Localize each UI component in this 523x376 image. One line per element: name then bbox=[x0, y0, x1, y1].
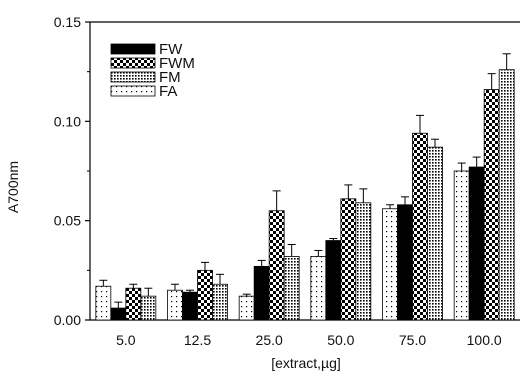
bar-fwm-100.0 bbox=[483, 89, 500, 321]
bar-fm-50.0 bbox=[355, 202, 372, 321]
bar-fw-75.0 bbox=[397, 204, 413, 321]
y-tick-label: 0.00 bbox=[54, 312, 81, 328]
x-tick-label: 100.0 bbox=[467, 332, 502, 348]
legend-label-fwm: FWM bbox=[159, 55, 195, 72]
y-tick-label: 0.05 bbox=[54, 213, 81, 229]
y-axis-title: A700nm bbox=[5, 161, 21, 213]
bar-fm-75.0 bbox=[427, 146, 443, 321]
x-tick-label: 25.0 bbox=[256, 332, 283, 348]
x-axis-title: [extract,µg] bbox=[271, 355, 341, 371]
bar-fwm-75.0 bbox=[412, 132, 428, 321]
legend-swatch-fw bbox=[110, 43, 156, 55]
legend-label-fa: FA bbox=[159, 83, 177, 100]
bar-fa-5.0 bbox=[95, 285, 112, 321]
bar-fm-100.0 bbox=[498, 69, 515, 321]
x-tick-label: 50.0 bbox=[327, 332, 354, 348]
bar-fa-50.0 bbox=[310, 256, 327, 321]
x-tick-label: 12.5 bbox=[184, 332, 211, 348]
legend-swatch-fm bbox=[110, 71, 156, 83]
x-axis-ticks: 5.0 12.5 25.0 50.0 75.0 100.0 bbox=[116, 332, 502, 348]
y-axis-ticks: 0.00 0.05 0.10 0.15 bbox=[54, 14, 90, 328]
bar-fm-25.0 bbox=[283, 256, 300, 321]
bars-layer bbox=[95, 53, 515, 321]
bar-fa-25.0 bbox=[238, 295, 255, 321]
x-tick-label: 75.0 bbox=[399, 332, 426, 348]
bar-fw-50.0 bbox=[325, 240, 342, 321]
bar-fw-5.0 bbox=[110, 307, 127, 321]
bar-fw-12.5 bbox=[182, 291, 198, 321]
legend-swatch-fwm bbox=[110, 57, 156, 69]
bar-fw-100.0 bbox=[468, 166, 485, 321]
legend-label-fw: FW bbox=[159, 41, 183, 58]
bar-fw-25.0 bbox=[253, 265, 270, 321]
bar-fm-12.5 bbox=[212, 283, 228, 321]
x-tick-label: 5.0 bbox=[116, 332, 136, 348]
y-tick-label: 0.15 bbox=[54, 14, 81, 30]
bar-fa-75.0 bbox=[382, 208, 398, 321]
y-tick-label: 0.10 bbox=[54, 113, 81, 129]
bar-fwm-25.0 bbox=[268, 210, 285, 321]
bar-fwm-5.0 bbox=[125, 287, 142, 321]
bar-fwm-50.0 bbox=[340, 198, 357, 321]
bar-fa-100.0 bbox=[453, 170, 470, 321]
bar-fwm-12.5 bbox=[197, 269, 213, 321]
bar-fa-12.5 bbox=[167, 289, 183, 321]
bar-fm-5.0 bbox=[140, 295, 157, 321]
legend-label-fm: FM bbox=[159, 69, 181, 86]
legend-swatch-fa bbox=[110, 85, 156, 97]
